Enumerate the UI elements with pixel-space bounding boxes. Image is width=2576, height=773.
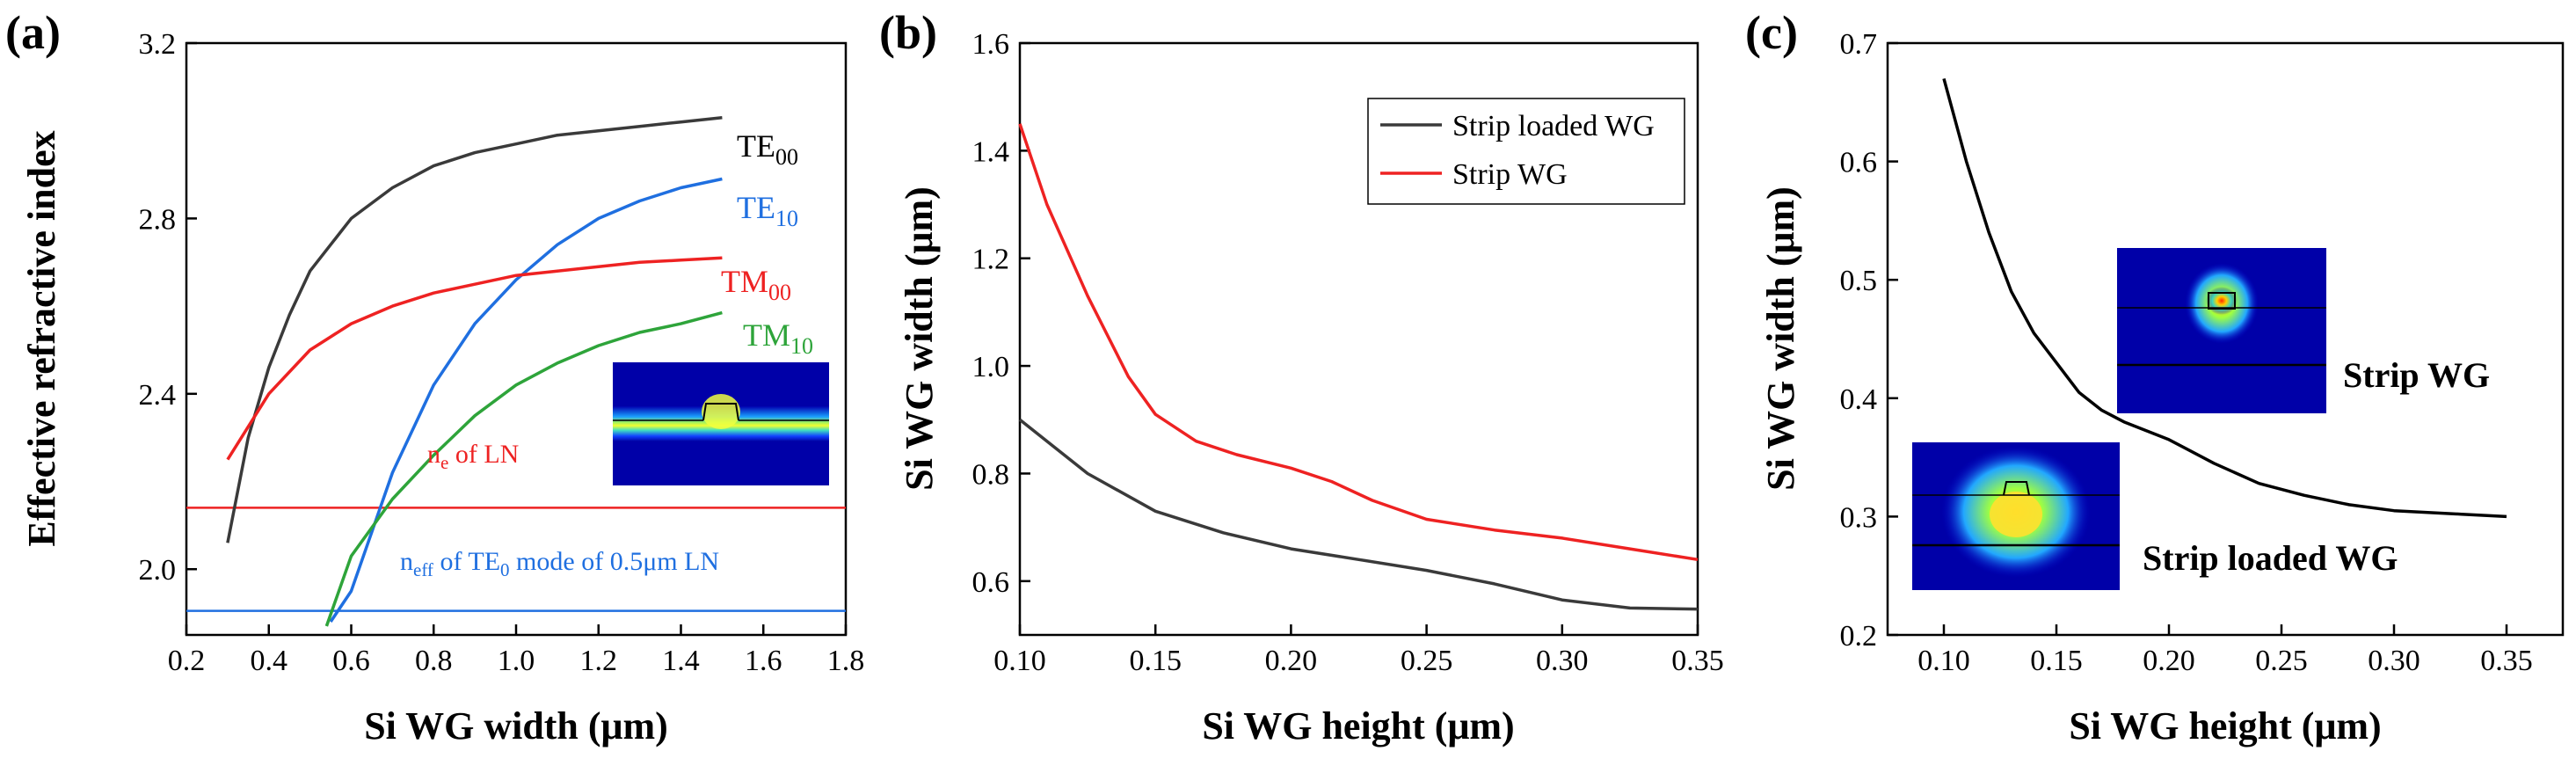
x-tick-label: 0.25 bbox=[1401, 645, 1453, 677]
x-tick-label: 1.0 bbox=[498, 645, 535, 677]
series-line-tm10 bbox=[324, 310, 723, 627]
x-tick-label: 0.15 bbox=[1129, 645, 1182, 677]
y-tick-label: 3.2 bbox=[139, 28, 177, 61]
y-tick-label: 0.3 bbox=[1840, 501, 1878, 534]
panel-c-ylabel: Si WG width (μm) bbox=[1759, 186, 1802, 491]
panel-c-letter: (c) bbox=[1745, 6, 1798, 59]
panel-b-xlabel: Si WG height (μm) bbox=[1202, 704, 1514, 747]
x-tick-label: 0.20 bbox=[2143, 645, 2195, 677]
series-line-curve bbox=[1942, 77, 2507, 519]
series-line-te00 bbox=[226, 115, 723, 543]
panel-c-xlabel: Si WG height (μm) bbox=[2069, 704, 2381, 747]
panel-c-strip-wg-inset bbox=[2117, 248, 2326, 413]
panel-b: (b) 0.10 0.15 0.20 0.25 0.30 0.35 0.6 0.8 1.0 1.2… bbox=[879, 6, 1724, 747]
x-tick-label: 1.4 bbox=[662, 645, 700, 677]
x-tick-label: 0.25 bbox=[2255, 645, 2308, 677]
panel-b-legend: Strip loaded WG Strip WG bbox=[1367, 98, 1685, 205]
series-label-tm00: TM00 bbox=[721, 264, 791, 305]
y-tick-label: 2.4 bbox=[139, 379, 177, 412]
panel-a-mode-inset bbox=[613, 362, 829, 485]
panel-a: (a) 0.2 0.4 0.6 0.8 1.0 1.2 1.4 1.6 1.8 2.0 2.4 2.8… bbox=[5, 6, 864, 747]
y-tick-label: 2.0 bbox=[139, 554, 177, 587]
series-label-te10: TE10 bbox=[737, 190, 798, 231]
x-tick-label: 0.6 bbox=[332, 645, 370, 677]
panel-a-series-labels: TE00 TE10 TM00 TM10 ne of LN neff of TE0 mode… bbox=[400, 128, 813, 580]
panel-c-strip-wg-label: Strip WG bbox=[2343, 355, 2490, 395]
panel-a-ticks: 0.2 0.4 0.6 0.8 1.0 1.2 1.4 1.6 1.8 2.0 2.4 2.8 3.2 bbox=[139, 28, 865, 677]
panel-a-letter: (a) bbox=[5, 6, 61, 59]
ref-label-neff: neff of TE0 mode of 0.5μm LN bbox=[400, 547, 719, 580]
y-tick-label: 0.8 bbox=[972, 458, 1010, 491]
x-tick-label: 0.35 bbox=[1671, 645, 1724, 677]
series-line-tm00 bbox=[226, 256, 723, 461]
x-tick-label: 0.10 bbox=[1917, 645, 1970, 677]
x-tick-label: 0.8 bbox=[415, 645, 453, 677]
legend-box bbox=[1367, 98, 1685, 205]
y-tick-label: 0.6 bbox=[1840, 147, 1878, 179]
legend-label-strip: Strip WG bbox=[1452, 158, 1568, 191]
panel-c: (c) 0.10 0.15 0.20 0.25 0.30 0.35 0.2 0.3 0.4 0.5… bbox=[1745, 6, 2565, 747]
panel-a-ylabel: Effective refractive index bbox=[20, 130, 63, 546]
y-tick-label: 1.4 bbox=[972, 135, 1010, 168]
y-tick-label: 0.5 bbox=[1840, 265, 1878, 297]
legend-label-strip-loaded: Strip loaded WG bbox=[1452, 110, 1655, 142]
x-tick-label: 0.30 bbox=[1536, 645, 1589, 677]
panel-b-ylabel: Si WG width (μm) bbox=[898, 186, 941, 491]
ref-label-ne: ne of LN bbox=[427, 440, 519, 473]
series-label-tm10: TM10 bbox=[743, 317, 813, 359]
x-tick-label: 0.2 bbox=[168, 645, 206, 677]
y-tick-label: 0.4 bbox=[1840, 383, 1878, 416]
panel-c-plot-area bbox=[1942, 77, 2507, 519]
y-tick-label: 1.2 bbox=[972, 244, 1010, 276]
panel-b-plot-area bbox=[1018, 123, 1699, 611]
x-tick-label: 0.10 bbox=[993, 645, 1046, 677]
panel-c-strip-loaded-label: Strip loaded WG bbox=[2143, 538, 2398, 578]
x-tick-label: 0.35 bbox=[2480, 645, 2533, 677]
panel-c-strip-loaded-inset bbox=[1912, 442, 2120, 590]
x-tick-label: 0.20 bbox=[1265, 645, 1318, 677]
panel-b-letter: (b) bbox=[879, 6, 937, 59]
x-tick-label: 0.30 bbox=[2368, 645, 2420, 677]
panel-c-frame bbox=[1886, 41, 2565, 637]
panel-c-ticks: 0.10 0.15 0.20 0.25 0.30 0.35 0.2 0.3 0.4 0.5 0.6 0… bbox=[1840, 28, 2533, 677]
y-tick-label: 0.7 bbox=[1840, 28, 1878, 61]
x-tick-label: 1.2 bbox=[580, 645, 618, 677]
series-label-te00: TE00 bbox=[737, 128, 798, 170]
x-tick-label: 1.8 bbox=[827, 645, 865, 677]
y-tick-label: 1.0 bbox=[972, 351, 1010, 383]
x-tick-label: 0.15 bbox=[2030, 645, 2083, 677]
panel-b-ticks: 0.10 0.15 0.20 0.25 0.30 0.35 0.6 0.8 1.0 1.2 1.4 1… bbox=[972, 28, 1724, 677]
y-tick-label: 2.8 bbox=[139, 203, 177, 236]
x-tick-label: 0.4 bbox=[251, 645, 288, 677]
series-line-te10 bbox=[329, 177, 723, 623]
x-tick-label: 1.6 bbox=[745, 645, 782, 677]
series-line-strip-loaded-wg bbox=[1018, 418, 1699, 611]
panel-b-frame bbox=[1018, 41, 1699, 637]
y-tick-label: 0.6 bbox=[972, 566, 1010, 599]
panel-a-plot-area bbox=[186, 115, 846, 627]
panel-a-xlabel: Si WG width (μm) bbox=[364, 704, 668, 747]
y-tick-label: 1.6 bbox=[972, 28, 1010, 61]
series-line-strip-wg bbox=[1018, 123, 1699, 562]
y-tick-label: 0.2 bbox=[1840, 620, 1878, 653]
